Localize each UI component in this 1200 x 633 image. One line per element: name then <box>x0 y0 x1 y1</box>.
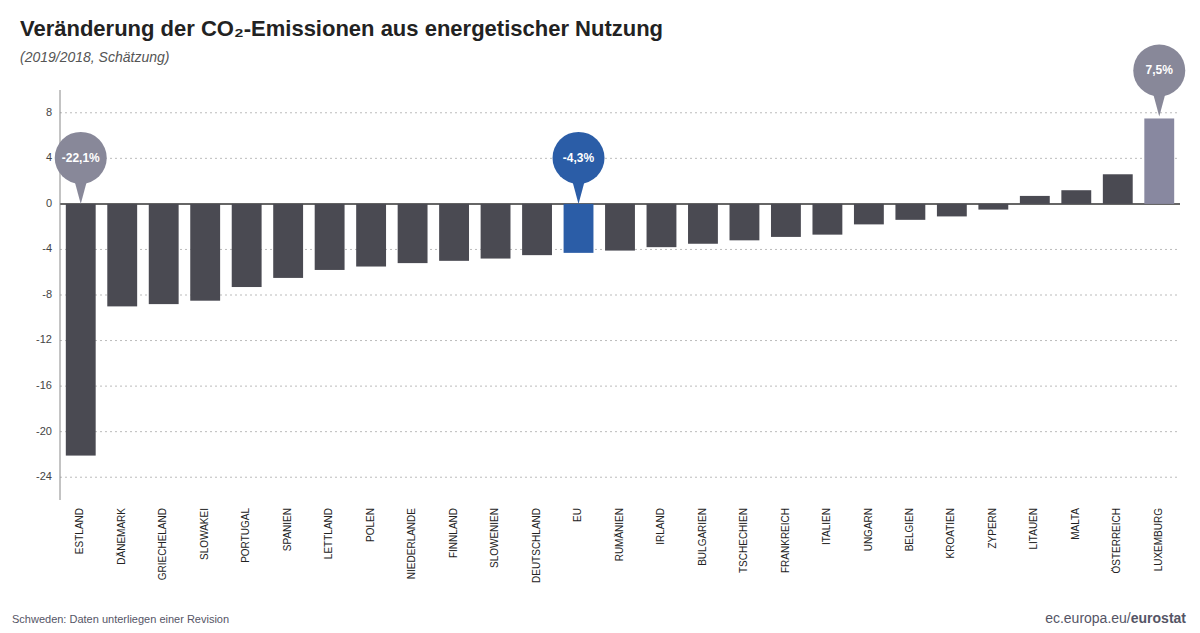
bar <box>273 204 303 278</box>
y-tick-label: -4 <box>42 242 52 254</box>
callout: -4,3% <box>553 132 605 204</box>
x-tick-label: FRANKREICH <box>780 508 791 573</box>
bar <box>812 204 842 235</box>
x-tick-label: LETTLAND <box>323 508 334 559</box>
x-tick-label: ITALIEN <box>821 508 832 545</box>
x-tick-label: ESTLAND <box>74 508 85 554</box>
y-tick-label: -16 <box>36 379 52 391</box>
x-tick-label: DEUTSCHLAND <box>531 508 542 583</box>
x-tick-label: BULGARIEN <box>697 508 708 566</box>
callout-bubble <box>553 132 605 184</box>
grid-line <box>60 295 1180 296</box>
grid-line <box>60 112 1180 113</box>
x-tick-label: RUMÄNIEN <box>614 508 625 561</box>
y-tick-label: 0 <box>46 197 52 209</box>
bar <box>1061 190 1091 204</box>
bar <box>854 204 884 225</box>
x-tick-label: BELGIEN <box>904 508 915 551</box>
bar <box>481 204 511 259</box>
y-tick-label: -12 <box>36 333 52 345</box>
x-tick-label: KROATIEN <box>945 508 956 558</box>
callout-label: 7,5% <box>1146 63 1174 77</box>
x-tick-label: LITAUEN <box>1028 508 1039 550</box>
callout-bubble <box>55 132 107 184</box>
bar <box>232 204 262 287</box>
x-tick-label: FINNLAND <box>448 508 459 558</box>
bar <box>1144 118 1174 203</box>
bar <box>564 204 594 253</box>
x-tick-label: SLOWAKEI <box>199 508 210 560</box>
x-tick-label: UNGARN <box>863 508 874 551</box>
title: Veränderung der CO₂-Emissionen aus energ… <box>20 16 663 41</box>
bar <box>439 204 469 261</box>
bar <box>978 204 1008 210</box>
bar <box>149 204 179 304</box>
callout: -22,1% <box>55 132 107 204</box>
x-tick-label: EU <box>572 508 583 522</box>
y-tick-label: 4 <box>46 151 52 163</box>
callout-bubble <box>1133 44 1185 96</box>
x-tick-label: ZYPERN <box>987 508 998 549</box>
grid <box>60 113 1180 477</box>
x-tick-label: PORTUGAL <box>240 508 251 563</box>
bar <box>1103 174 1133 204</box>
x-tick-label: DÄNEMARK <box>116 508 127 565</box>
y-tick-label: -24 <box>36 470 52 482</box>
x-tick-label: GRIECHELAND <box>157 508 168 580</box>
y-tick-label: -20 <box>36 425 52 437</box>
subtitle: (2019/2018, Schätzung) <box>20 49 169 65</box>
bar <box>647 204 677 247</box>
x-tick-label: SLOWENIEN <box>489 508 500 568</box>
chart: Veränderung der CO₂-Emissionen aus energ… <box>0 0 1200 633</box>
bar <box>107 204 137 307</box>
y-tick-label: 8 <box>46 106 52 118</box>
bar <box>522 204 552 255</box>
grid-line <box>60 340 1180 341</box>
callout: 7,5% <box>1133 44 1185 116</box>
source: ec.europa.eu/eurostat <box>1045 610 1186 626</box>
bar <box>730 204 760 240</box>
footnote: Schweden: Daten unterliegen einer Revisi… <box>12 613 229 625</box>
bar <box>771 204 801 237</box>
x-tick-label: NIEDERLANDE <box>406 508 417 579</box>
x-tick-label: SPANIEN <box>282 508 293 551</box>
bar <box>937 204 967 217</box>
bar <box>688 204 718 244</box>
grid-line <box>60 431 1180 432</box>
bar <box>398 204 428 263</box>
callout-label: -22,1% <box>62 151 100 165</box>
callout-label: -4,3% <box>563 151 595 165</box>
x-tick-label: ÖSTERREICH <box>1111 508 1122 574</box>
y-tick-label: -8 <box>42 288 52 300</box>
x-tick-label: MALTA <box>1070 508 1081 540</box>
source-part: eurostat <box>1131 610 1187 626</box>
x-tick-label: IRLAND <box>655 508 666 545</box>
bar <box>190 204 220 301</box>
bar <box>66 204 96 456</box>
x-tick-label: TSCHECHIEN <box>738 508 749 573</box>
bars <box>66 118 1174 455</box>
x-tick-label: LUXEMBURG <box>1153 508 1164 572</box>
grid-line <box>60 158 1180 159</box>
x-tick-label: POLEN <box>365 508 376 542</box>
bar <box>895 204 925 220</box>
grid-line <box>60 386 1180 387</box>
grid-line <box>60 477 1180 478</box>
bar <box>315 204 345 270</box>
bar <box>356 204 386 267</box>
bar <box>605 204 635 251</box>
source-part: ec.europa.eu/ <box>1045 610 1131 626</box>
bar <box>1020 196 1050 204</box>
